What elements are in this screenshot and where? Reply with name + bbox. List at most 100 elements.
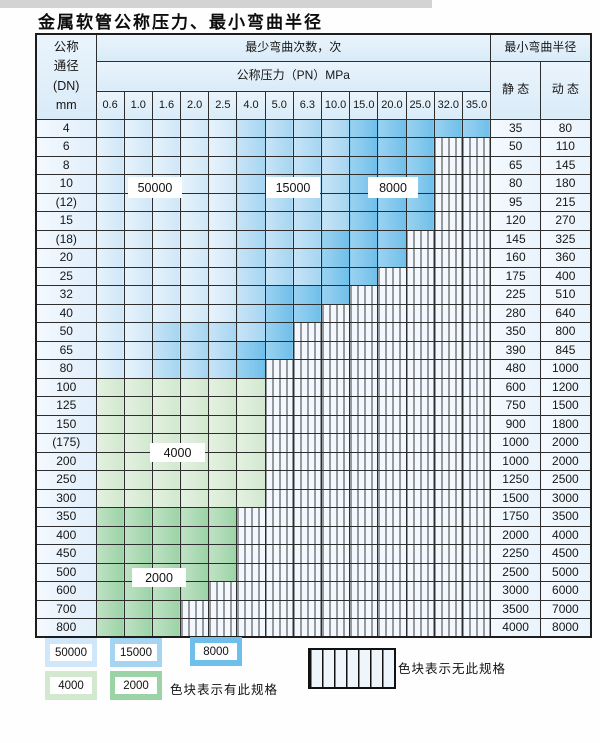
legend-swatch-value: 4000 — [50, 677, 92, 694]
no-spec-cell — [405, 285, 435, 305]
table-row: (175) 1000 2000 — [35, 433, 592, 453]
spec-cell-8000 — [349, 229, 379, 249]
dynamic-radius-cell: 510 — [540, 285, 592, 305]
spec-cell-4000 — [180, 414, 210, 434]
spec-cell-50000 — [208, 285, 238, 305]
spec-cell-50000 — [151, 266, 182, 286]
static-radius-cell: 3500 — [490, 599, 542, 619]
no-spec-cell — [349, 451, 379, 471]
spec-cell-50000 — [95, 266, 125, 286]
spec-cell-4000 — [236, 396, 266, 416]
no-spec-cell — [349, 414, 379, 434]
spec-cell-50000 — [95, 248, 125, 268]
table-row: 600 3000 6000 — [35, 581, 592, 601]
dn-cell: 32 — [35, 285, 97, 305]
spec-cell-4000 — [95, 433, 125, 453]
static-radius-cell: 900 — [490, 414, 542, 434]
table-row: 150 900 1800 — [35, 414, 592, 434]
spec-cell-8000 — [405, 211, 435, 231]
no-spec-cell — [292, 470, 323, 490]
pressure-tick: 15.0 — [349, 90, 379, 120]
pressure-tick: 35.0 — [461, 90, 492, 120]
spec-cell-2000 — [151, 599, 182, 619]
no-spec-cell — [377, 488, 407, 508]
spec-cell-15000 — [292, 118, 323, 138]
spec-cell-8000 — [349, 248, 379, 268]
no-spec-cell — [405, 414, 435, 434]
spec-cell-8000 — [320, 266, 351, 286]
dn-cell: 10 — [35, 174, 97, 194]
no-spec-cell — [433, 433, 463, 453]
no-spec-cell — [433, 470, 463, 490]
dynamic-radius-cell: 845 — [540, 340, 592, 360]
no-spec-cell — [433, 266, 463, 286]
spec-cell-15000 — [292, 229, 323, 249]
pressure-tick: 10.0 — [320, 90, 351, 120]
dn-cell: (18) — [35, 229, 97, 249]
spec-cell-8000 — [377, 229, 407, 249]
spec-cell-8000 — [377, 155, 407, 175]
no-spec-cell — [405, 229, 435, 249]
dynamic-radius-cell: 3500 — [540, 507, 592, 527]
spec-cell-4000 — [208, 488, 238, 508]
dn-cell: 250 — [35, 470, 97, 490]
scan-artifact-strip — [0, 0, 432, 8]
spec-cell-15000 — [264, 266, 294, 286]
spec-cell-8000 — [377, 137, 407, 157]
no-spec-cell — [405, 451, 435, 471]
bend-cycles-header: 最少弯曲次数，次 — [95, 33, 492, 62]
no-spec-cell — [292, 544, 323, 564]
spec-cell-4000 — [95, 451, 125, 471]
no-spec-cell — [433, 599, 463, 619]
no-spec-cell — [461, 525, 492, 545]
spec-cell-2000 — [180, 544, 210, 564]
spec-cell-2000 — [151, 618, 182, 638]
no-spec-cell — [461, 562, 492, 582]
no-spec-cell — [320, 544, 351, 564]
no-spec-cell — [433, 562, 463, 582]
spec-cell-4000 — [151, 414, 182, 434]
dynamic-column-header: 动 态 — [540, 60, 592, 120]
spec-cell-50000 — [123, 155, 153, 175]
no-spec-cell — [405, 377, 435, 397]
dynamic-radius-cell: 6000 — [540, 581, 592, 601]
static-radius-cell: 50 — [490, 137, 542, 157]
dynamic-radius-cell: 800 — [540, 322, 592, 342]
dynamic-radius-cell: 400 — [540, 266, 592, 286]
spec-cell-8000 — [264, 322, 294, 342]
legend-available-text: 色块表示有此规格 — [170, 683, 279, 697]
spec-cell-50000 — [95, 359, 125, 379]
no-spec-cell — [349, 359, 379, 379]
static-radius-cell: 2250 — [490, 544, 542, 564]
no-spec-cell — [320, 359, 351, 379]
no-spec-cell — [292, 488, 323, 508]
spec-cell-8000 — [433, 118, 463, 138]
no-spec-cell — [264, 581, 294, 601]
no-spec-cell — [264, 544, 294, 564]
spec-cell-4000 — [208, 433, 238, 453]
spec-cell-4000 — [180, 488, 210, 508]
spec-cell-15000 — [236, 322, 266, 342]
spec-cell-50000 — [95, 229, 125, 249]
static-radius-cell: 175 — [490, 266, 542, 286]
no-spec-cell — [433, 414, 463, 434]
no-spec-cell — [180, 599, 210, 619]
no-spec-cell — [320, 340, 351, 360]
no-spec-cell — [264, 488, 294, 508]
legend-swatch-value: 50000 — [50, 644, 92, 661]
spec-cell-15000 — [264, 211, 294, 231]
table-row: 4 35 80 — [35, 118, 592, 138]
spec-cell-50000 — [95, 174, 125, 194]
dynamic-radius-cell: 215 — [540, 192, 592, 212]
spec-cell-2000 — [208, 525, 238, 545]
zone-label-2000: 2000 — [132, 568, 186, 587]
spec-cell-4000 — [95, 470, 125, 490]
table-row: 6 50 110 — [35, 137, 592, 157]
spec-cell-15000 — [236, 118, 266, 138]
static-radius-cell: 1000 — [490, 433, 542, 453]
no-spec-cell — [292, 322, 323, 342]
no-spec-cell — [405, 303, 435, 323]
spec-cell-8000 — [349, 137, 379, 157]
no-spec-cell — [349, 581, 379, 601]
no-spec-cell — [264, 507, 294, 527]
